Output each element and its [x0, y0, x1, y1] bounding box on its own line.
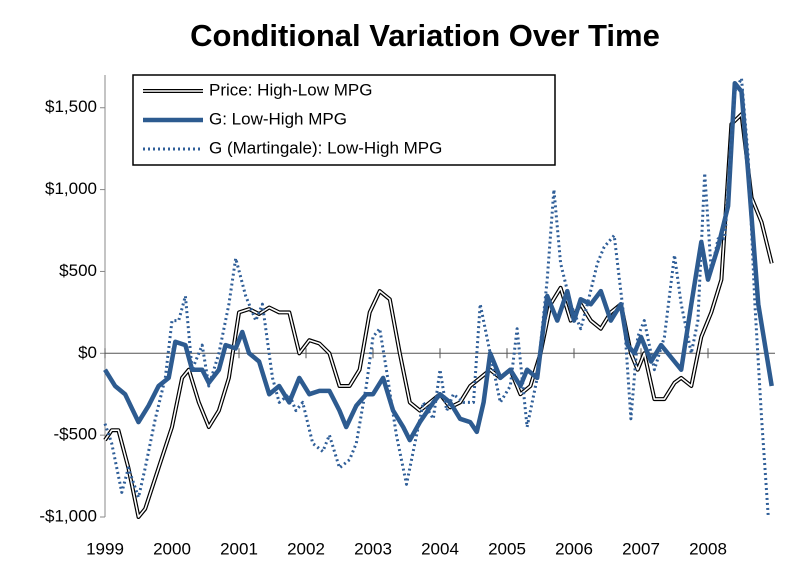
series-line-inner — [104, 113, 773, 518]
series-line — [103, 76, 770, 518]
y-tick-label: $0 — [78, 343, 97, 362]
legend-box — [132, 74, 556, 166]
legend-label: G (Martingale): Low-High MPG — [209, 138, 442, 157]
legend-label: G: Low-High MPG — [209, 109, 347, 128]
x-tick-label: 2008 — [689, 539, 727, 558]
chart-title: Conditional Variation Over Time — [190, 18, 660, 53]
x-tick-label: 2004 — [421, 539, 459, 558]
x-tick-label: 2003 — [354, 539, 392, 558]
series-line — [103, 112, 774, 519]
y-tick-label: $1,000 — [45, 179, 97, 198]
y-tick-label: $1,500 — [45, 97, 97, 116]
y-tick-label: $500 — [59, 261, 97, 280]
x-tick-label: 2006 — [555, 539, 593, 558]
series-line — [103, 80, 774, 443]
x-tick-label: 2005 — [488, 539, 526, 558]
legend-label: Price: High-Low MPG — [209, 80, 372, 99]
y-tick-label: -$500 — [54, 425, 97, 444]
y-tick-label: -$1,000 — [39, 506, 97, 525]
x-tick-label: 2001 — [220, 539, 258, 558]
x-tick-label: 2000 — [153, 539, 191, 558]
x-tick-label: 1999 — [86, 539, 124, 558]
x-tick-label: 2007 — [622, 539, 660, 558]
x-tick-label: 2002 — [287, 539, 325, 558]
